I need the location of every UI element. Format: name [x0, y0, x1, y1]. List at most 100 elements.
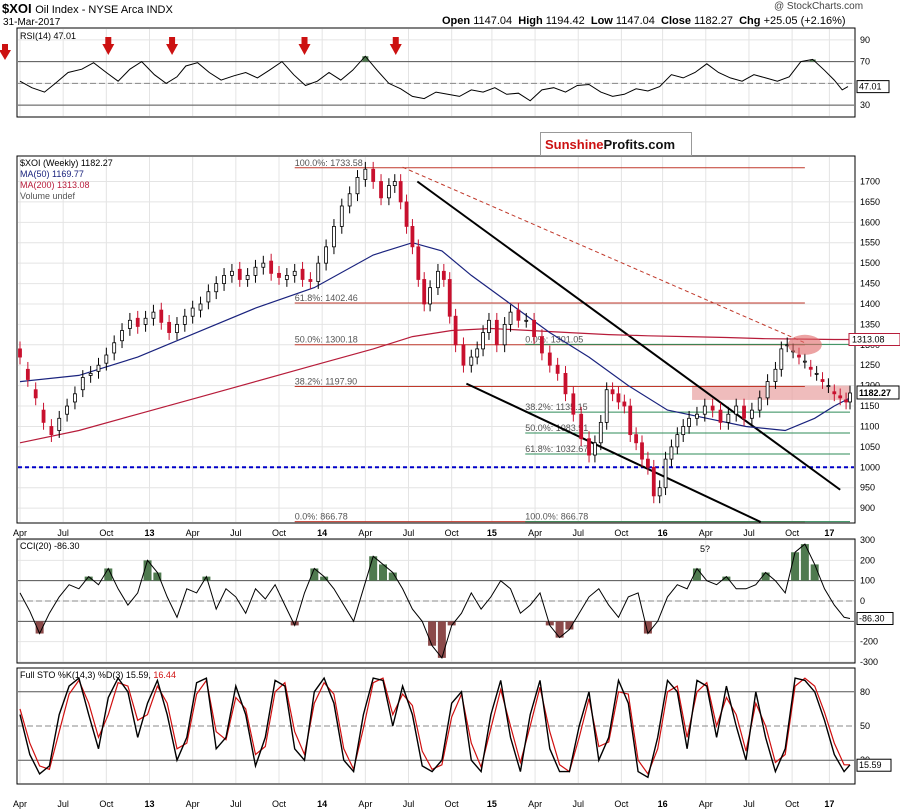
candle-body: [622, 401, 627, 407]
x-tick-label-bottom: Jul: [230, 799, 242, 809]
candle-body: [516, 309, 521, 321]
watermark: @ StockCharts.com: [774, 1, 864, 12]
candle-body: [802, 360, 807, 363]
fib-left-label: 100.0%: 1733.58: [295, 158, 363, 168]
x-tick-label-bottom: Apr: [358, 799, 372, 809]
close-label: Close: [661, 15, 691, 27]
price-series: 100.0%: 1733.58 61.8%: 1402.46 50.0%: 1300…: [18, 158, 854, 523]
cci-tick-label: -300: [860, 657, 878, 667]
fib-right-label: 50.0%: 1083.91: [525, 423, 588, 433]
price-tick-label: 1250: [860, 360, 880, 370]
axis-labels: Apr Apr Jul Jul Oct Oct 13 13 Apr Apr Jul Jul Oct Oct…: [13, 35, 900, 809]
candle-body: [797, 354, 801, 358]
candle-body: [481, 332, 485, 350]
candle-body: [808, 366, 813, 370]
x-tick-label-price: Jul: [743, 528, 755, 538]
candle-body: [640, 442, 644, 460]
x-tick-label-bottom: Jul: [743, 799, 755, 809]
candle-body: [436, 270, 440, 289]
sell-signal-arrow-icon: [0, 44, 11, 60]
candle-body: [695, 413, 699, 419]
candle-body: [494, 319, 499, 346]
fib-right-label: 100.0%: 866.78: [525, 512, 588, 522]
resistance-dashed-line: [402, 166, 806, 344]
x-tick-label-price: Apr: [13, 528, 27, 538]
symbol: $XOI: [2, 1, 32, 16]
high-value: 1194.42: [545, 15, 585, 27]
price-tick-label: 1000: [860, 462, 880, 472]
candle-body: [453, 315, 458, 346]
candle-body: [547, 352, 552, 366]
candle-body: [300, 268, 305, 280]
candle-body: [269, 260, 274, 274]
open-value: 1147.04: [473, 15, 513, 27]
x-tick-label-price: Apr: [528, 528, 542, 538]
candle-body: [277, 272, 281, 278]
brand-part1: Sunshine: [545, 137, 604, 152]
x-tick-label-bottom: Jul: [57, 799, 69, 809]
cci-tick-label: 100: [860, 576, 875, 586]
open-label: Open: [442, 15, 471, 27]
x-tick-label-price: 17: [824, 528, 834, 538]
candle-body: [347, 193, 352, 207]
candle-body: [308, 279, 313, 282]
candle-body: [112, 342, 117, 354]
sto-value-box: [856, 758, 892, 772]
brand-part2: Profits.com: [603, 137, 676, 152]
x-tick-label-bottom: 13: [144, 799, 154, 809]
price-tick-label: 1350: [860, 319, 880, 329]
x-tick-label-bottom: Apr: [528, 799, 542, 809]
candle-body: [245, 275, 250, 280]
price-tick-label: 900: [860, 503, 875, 513]
candle-body: [379, 181, 383, 199]
candle-body: [734, 405, 739, 415]
candle-body: [765, 381, 770, 399]
price-legend-ma200: MA(200) 1313.08: [20, 180, 90, 190]
candle-body: [669, 446, 674, 460]
x-tick-label-bottom: Apr: [186, 799, 200, 809]
candle-body: [73, 393, 77, 403]
candle-body: [339, 205, 344, 227]
chart-date: 31-Mar-2017: [3, 17, 61, 28]
brand-logo: SunshineProfits.com: [540, 132, 692, 156]
candle-body: [475, 348, 480, 358]
candle-body: [88, 372, 93, 376]
ma200-value-label: 1313.08: [852, 335, 885, 345]
close-value-label: 1182.27: [859, 388, 891, 398]
candle-body: [540, 336, 544, 354]
rsi-line: [19, 55, 849, 102]
candle-body: [135, 317, 140, 327]
candle-body: [826, 385, 831, 388]
rsi-tick-label: 70: [860, 57, 870, 67]
candle-body: [726, 413, 731, 423]
fib-left-label: 38.2%: 1197.90: [295, 376, 357, 386]
candle-body: [422, 279, 427, 305]
candle-body: [702, 405, 707, 415]
x-tick-label-bottom: Apr: [13, 799, 27, 809]
x-tick-label-bottom: Oct: [272, 799, 287, 809]
close-value-box: [856, 385, 900, 400]
candle-body: [555, 364, 560, 374]
ma50-line: [19, 242, 851, 432]
cci-title: CCI(20) -86.30: [20, 541, 80, 551]
x-tick-label-price: 14: [317, 528, 327, 538]
candle-body: [261, 262, 266, 268]
candle-body: [363, 168, 368, 180]
candle-body: [80, 377, 85, 391]
candle-body: [593, 442, 597, 456]
x-tick-label-price: Oct: [785, 528, 800, 538]
rsi-panel: [16, 27, 856, 118]
candle-body: [324, 246, 328, 264]
header-title: $XOI Oil Index - NYSE Arca INDX: [2, 1, 173, 16]
candle-body: [844, 399, 848, 403]
candle-body: [182, 315, 187, 325]
sto-title-text: Full STO %K(14,3) %D(3): [20, 670, 126, 680]
candle-body: [628, 405, 633, 436]
sell-signal-arrow-icon: [166, 37, 179, 55]
candle-body: [663, 458, 668, 489]
chg-value: +25.05 (+2.16%): [763, 15, 846, 27]
price-tick-label: 1150: [860, 401, 879, 411]
index-name: Oil Index - NYSE Arca INDX: [35, 4, 173, 16]
candle-body: [237, 268, 242, 280]
rsi-value-label: 47.01: [859, 82, 882, 92]
